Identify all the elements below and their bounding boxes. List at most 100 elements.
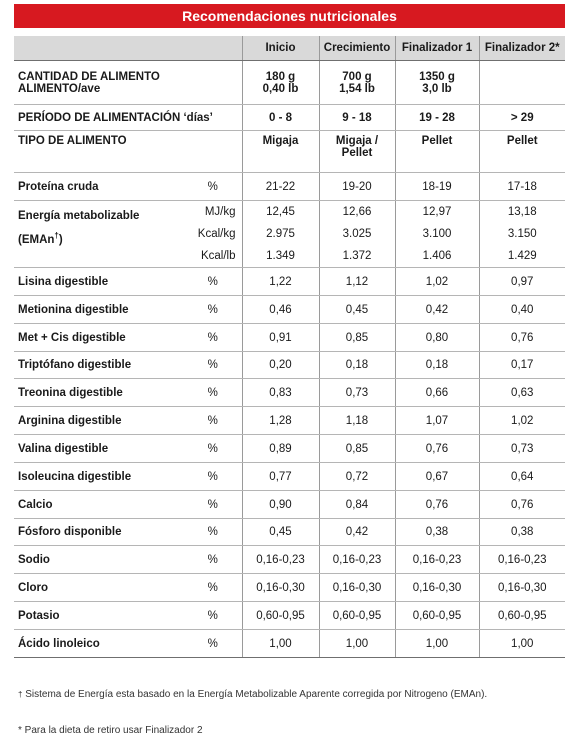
cell-crecimiento: 12,66 3.025 1.372 <box>318 200 395 268</box>
row-label: Potasio <box>14 601 184 630</box>
cell-crecimiento: 700 g 1,54 lb <box>318 60 395 105</box>
nutrient-row: Fósforo disponible% 0,45 0,42 0,38 0,38 <box>14 518 565 546</box>
row-proteina: Proteína cruda % 21-22 19-20 18-19 17-18 <box>14 172 565 201</box>
nutrient-row: Lisina digestible% 1,22 1,12 1,02 0,97 <box>14 267 565 296</box>
cell-line-1: 1350 g <box>419 70 455 83</box>
cell-finalizador-1: 0,76 <box>394 490 479 519</box>
cell-inicio: 0,91 <box>241 323 319 352</box>
cell-inicio: 0 - 8 <box>241 104 319 131</box>
cell-finalizador-1: 0,67 <box>394 462 479 491</box>
cell-crecimiento: 1,18 <box>318 406 395 435</box>
nutrient-row: Potasio% 0,60-0,95 0,60-0,95 0,60-0,95 0,60-… <box>14 601 565 630</box>
cell-finalizador-1: 0,66 <box>394 378 479 407</box>
cell-finalizador-2: 0,16-0,30 <box>478 573 565 602</box>
cell-finalizador-1: 1,02 <box>394 267 479 296</box>
row-unit: % <box>184 518 242 546</box>
cell-inicio: 0,60-0,95 <box>241 601 319 630</box>
row-label: Metionina digestible <box>14 295 184 324</box>
cell-crecimiento: 0,84 <box>318 490 395 519</box>
row-unit: % <box>184 629 242 658</box>
nutrient-row: Arginina digestible% 1,28 1,18 1,07 1,02 <box>14 406 565 435</box>
row-periodo: PERÍODO DE ALIMENTACIÓN ‘días’ 0 - 8 9 -… <box>14 104 565 131</box>
row-label: Arginina digestible <box>14 406 184 435</box>
nutrient-row: Metionina digestible% 0,46 0,45 0,42 0,40 <box>14 295 565 324</box>
cell-finalizador-2 <box>478 60 565 105</box>
row-units: MJ/kg Kcal/kg Kcal/lb <box>184 200 242 268</box>
cell-finalizador-1: 0,80 <box>394 323 479 352</box>
cell-line-2: Pellet <box>341 147 373 159</box>
cell-crecimiento: 0,45 <box>318 295 395 324</box>
row-label: TIPO DE ALIMENTO <box>14 130 242 173</box>
row-unit: % <box>184 378 242 407</box>
unit-kcalkg: Kcal/kg <box>197 228 236 240</box>
cell-finalizador-1: 0,76 <box>394 434 479 463</box>
row-label: Lisina digestible <box>14 267 184 296</box>
cell-finalizador-1: Pellet <box>394 130 479 173</box>
cell-inicio: 1,28 <box>241 406 319 435</box>
row-tipo: TIPO DE ALIMENTO Migaja Migaja / Pellet P… <box>14 130 565 173</box>
label-line-1: CANTIDAD DE ALIMENTO <box>18 70 160 83</box>
nutrition-table: Inicio Crecimiento Finalizador 1 Finaliz… <box>14 36 565 658</box>
row-unit: % <box>184 462 242 491</box>
cell-inicio: 1,22 <box>241 267 319 296</box>
cell-finalizador-2: Pellet <box>478 130 565 173</box>
row-label: Triptófano digestible <box>14 351 184 379</box>
cell-finalizador-2: 0,16-0,23 <box>478 545 565 574</box>
row-unit: % <box>184 573 242 602</box>
cell-finalizador-1: 1,00 <box>394 629 479 658</box>
nutrient-row: Triptófano digestible% 0,20 0,18 0,18 0,17 <box>14 351 565 379</box>
value-kcallb: 1.406 <box>422 250 452 262</box>
value-kcallb: 1.349 <box>266 250 295 262</box>
cell-crecimiento: 0,42 <box>318 518 395 546</box>
header-row: Inicio Crecimiento Finalizador 1 Finaliz… <box>14 36 565 61</box>
value-mjkg: 12,97 <box>422 206 452 218</box>
cell-finalizador-1: 0,38 <box>394 518 479 546</box>
cell-crecimiento: 1,12 <box>318 267 395 296</box>
footnote-dagger-text: Sistema de Energía esta basado en la Ene… <box>25 689 488 700</box>
label-text: (EMAn <box>18 233 55 246</box>
cell-finalizador-2: 0,76 <box>478 490 565 519</box>
row-label: Cloro <box>14 573 184 602</box>
label-close: ) <box>58 233 63 246</box>
cell-line-1: Pellet <box>506 135 538 147</box>
cell-finalizador-2: 1,02 <box>478 406 565 435</box>
col-header-crecimiento: Crecimiento <box>318 36 395 61</box>
cell-line-2: 1,54 lb <box>339 82 375 95</box>
cell-crecimiento: 0,73 <box>318 378 395 407</box>
nutrient-row: Treonina digestible% 0,83 0,73 0,66 0,63 <box>14 378 565 407</box>
cell-line-1: Pellet <box>421 135 453 147</box>
cell-inicio: 0,89 <box>241 434 319 463</box>
value-kcallb: 1.429 <box>507 250 537 262</box>
row-unit: % <box>184 267 242 296</box>
row-label: Calcio <box>14 490 184 519</box>
cell-finalizador-1: 1350 g 3,0 lb <box>394 60 479 105</box>
label-line-2: ALIMENTO/ave <box>18 82 101 95</box>
cell-inicio: 0,16-0,23 <box>241 545 319 574</box>
cell-crecimiento: 0,16-0,30 <box>318 573 395 602</box>
col-header-finalizador-1: Finalizador 1 <box>394 36 479 61</box>
row-unit: % <box>184 351 242 379</box>
cell-finalizador-2: 0,64 <box>478 462 565 491</box>
cell-inicio: 180 g 0,40 lb <box>241 60 319 105</box>
cell-finalizador-1: 18-19 <box>394 172 479 201</box>
row-label: Isoleucina digestible <box>14 462 184 491</box>
cell-finalizador-2: 17-18 <box>478 172 565 201</box>
row-label: Sodio <box>14 545 184 574</box>
cell-line-1: Migaja / <box>335 135 379 147</box>
footnote-dagger: † Sistema de Energía esta basado en la E… <box>18 688 563 701</box>
row-label: Energía metabolizable (EMAn†) <box>14 200 184 268</box>
table-title: Recomendaciones nutricionales <box>14 4 565 28</box>
row-unit: % <box>184 545 242 574</box>
cell-finalizador-1: 0,60-0,95 <box>394 601 479 630</box>
cell-line-1: 700 g <box>342 70 372 83</box>
header-blank <box>14 36 184 61</box>
row-label: Fósforo disponible <box>14 518 184 546</box>
label-line-1: Energía metabolizable <box>18 210 140 222</box>
cell-finalizador-1: 19 - 28 <box>394 104 479 131</box>
row-label: Valina digestible <box>14 434 184 463</box>
cell-crecimiento: Migaja / Pellet <box>318 130 395 173</box>
cell-inicio: 1,00 <box>241 629 319 658</box>
cell-inicio: 0,83 <box>241 378 319 407</box>
cell-line-2: 0,40 lb <box>262 82 299 95</box>
row-label: CANTIDAD DE ALIMENTO ALIMENTO/ave <box>14 60 242 105</box>
